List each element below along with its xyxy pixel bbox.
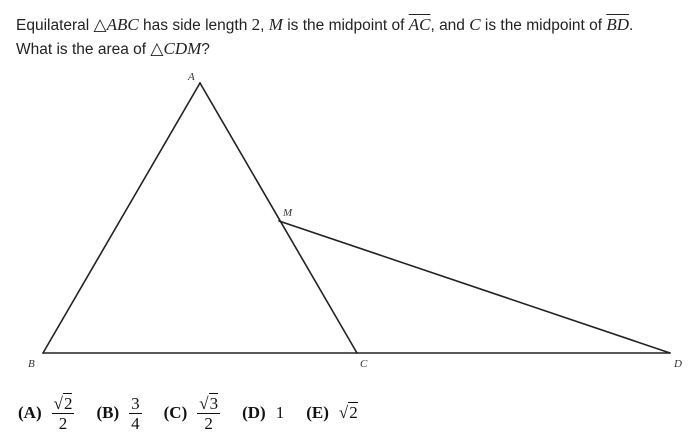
segment-md [278, 220, 671, 354]
choice-e[interactable]: (E) √2 [306, 402, 358, 423]
math-c: C [469, 15, 481, 34]
vertex-label-a: A [187, 71, 195, 83]
math-segment-bd: BD [606, 15, 630, 34]
problem-statement: Equilateral △ABC has side length 2, M is… [16, 13, 686, 61]
problem-text: , and [430, 17, 470, 34]
fraction-numerator: 3 [129, 393, 142, 414]
sqrt-expression: √2 [338, 402, 358, 423]
choice-a[interactable]: (A) √2 2 [18, 392, 75, 433]
math-segment-ac: AC [408, 15, 431, 34]
sqrt-sign: √ [199, 393, 209, 413]
answer-choices: (A) √2 2 (B) 3 4 (C) √3 2 (D) 1 (E) √2 [18, 388, 380, 438]
sqrt-sign: √ [338, 403, 349, 422]
fraction-numerator: √2 [51, 392, 75, 414]
choice-b[interactable]: (B) 3 4 [96, 394, 142, 433]
vertex-label-m: M [282, 207, 293, 219]
problem-text: Equilateral [16, 17, 94, 34]
choice-letter: (D) [242, 403, 266, 422]
problem-text: is the midpoint of [480, 17, 607, 34]
choice-letter: (A) [18, 403, 42, 422]
radicand: 3 [208, 392, 219, 413]
problem-text: is the midpoint of [282, 17, 409, 34]
problem-line-2: What is the area of △CDM? [16, 37, 686, 61]
fraction-numerator: √3 [197, 392, 221, 414]
vertex-label-d: D [673, 358, 682, 370]
vertex-label-b: B [28, 358, 35, 370]
math-cdm: CDM [163, 39, 202, 58]
choice-value: 1 [275, 403, 285, 422]
triangle-symbol: △ [150, 39, 164, 58]
segment-ab [42, 82, 201, 354]
problem-line-1: Equilateral △ABC has side length 2, M is… [16, 13, 686, 37]
math-abc: ABC [106, 15, 139, 34]
sqrt-sign: √ [53, 393, 63, 413]
choice-letter: (C) [163, 403, 188, 422]
choice-c[interactable]: (C) √3 2 [163, 392, 221, 433]
triangle-symbol: △ [93, 15, 107, 34]
radicand: 2 [62, 392, 73, 413]
math-side-length: 2 [251, 15, 261, 34]
problem-text: ? [201, 41, 210, 58]
vertex-label-c: C [360, 358, 368, 370]
choice-d[interactable]: (D) 1 [242, 403, 284, 423]
problem-text: What is the area of [16, 41, 151, 58]
choice-letter: (B) [96, 403, 120, 422]
segment-ac [199, 82, 358, 354]
fraction: √2 2 [51, 392, 75, 433]
fraction-denominator: 2 [58, 413, 68, 433]
problem-text: has side length [138, 17, 252, 34]
fraction: √3 2 [197, 392, 221, 433]
fraction-denominator: 2 [204, 413, 213, 433]
fraction: 3 4 [129, 394, 142, 433]
math-m: M [268, 15, 283, 34]
choice-letter: (E) [306, 403, 329, 422]
radicand: 2 [348, 402, 358, 422]
fraction-denominator: 4 [131, 413, 140, 433]
problem-text: , [260, 17, 269, 34]
problem-text: . [629, 17, 634, 34]
